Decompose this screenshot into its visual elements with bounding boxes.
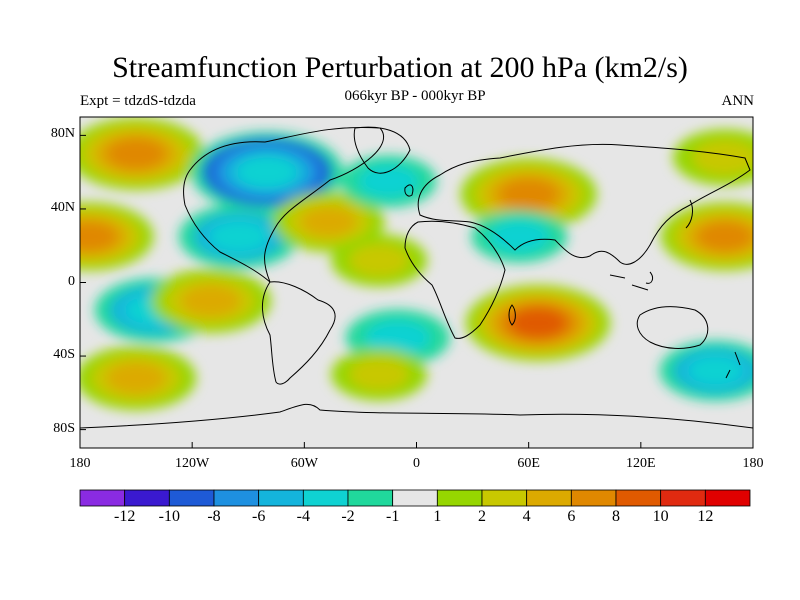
contour-high-north-pacific-level (106, 138, 166, 170)
x-tick-label: 0 (413, 456, 420, 471)
colorbar-label: -6 (251, 508, 266, 525)
x-tick-label: 120W (175, 456, 210, 471)
colorbar-label: 8 (612, 508, 620, 525)
season-label: ANN (721, 93, 755, 109)
colorbar-label: -4 (296, 508, 310, 525)
colorbar-swatch (660, 489, 706, 507)
colorbar-swatch (392, 489, 438, 507)
colorbar-label: -12 (113, 508, 136, 525)
contour-low-southwest-pacific-level (687, 355, 744, 386)
colorbar-label: -10 (158, 508, 180, 525)
y-tick-label: 0 (68, 273, 75, 289)
colorbar-swatch (302, 489, 349, 507)
x-tick-label: 180 (69, 456, 91, 471)
colorbar-label: -2 (341, 508, 355, 525)
colorbar-label: 6 (567, 508, 576, 525)
contour-low-tropical-america-level (208, 220, 269, 253)
contour-low-middle-east-level (489, 220, 550, 253)
colorbar-swatch (436, 489, 483, 507)
y-tick-label: 40S (53, 347, 75, 363)
colorbar-label: 2 (478, 508, 486, 525)
contour-low-south-atlantic-level (365, 320, 431, 356)
colorbar-swatch (213, 489, 260, 507)
colorbar-swatch (168, 489, 215, 507)
colorbar-label: 10 (652, 508, 669, 525)
contour-field (80, 117, 753, 429)
colorbar-swatch (615, 489, 662, 507)
contour-high-south-pacific-level (180, 284, 241, 317)
colorbar-label: 1 (433, 508, 442, 525)
colorbar-label: -8 (207, 508, 221, 525)
colorbar-swatch (258, 489, 304, 507)
x-tick-label: 60W (290, 456, 318, 471)
colorbar-label: 4 (522, 508, 531, 525)
contour-low-north-america-level (236, 156, 298, 189)
colorbar-swatch (570, 489, 617, 507)
contour-high-north-atlantic-level (300, 206, 357, 237)
y-tick-label: 40N (50, 199, 75, 215)
colorbar-swatch (347, 489, 394, 507)
colorbar-swatch (124, 489, 170, 507)
x-tick-label: 120E (626, 456, 656, 471)
colorbar-swatch (704, 489, 751, 507)
contour-low-north-atlantic-level (358, 165, 419, 198)
x-tick-label: 180 (742, 456, 764, 471)
y-tick-label: 80N (50, 126, 75, 142)
experiment-label: Expt = tdzdS-tdzda (80, 93, 196, 109)
period-label: 066kyr BP - 000kyr BP (344, 88, 486, 104)
colorbar-label: -1 (385, 508, 400, 525)
plot-title: Streamfunction Perturbation at 200 hPa (… (112, 51, 688, 84)
colorbar-swatch (79, 489, 126, 507)
contour-high-eurasia-level (498, 178, 559, 210)
coastlines (80, 126, 753, 429)
y-tick-label: 80S (53, 420, 75, 436)
contour-high-indian-ocean-level (509, 307, 567, 339)
colorbar-swatch (526, 489, 572, 507)
contour-high-west-pacific-level (696, 221, 753, 252)
colorbar-swatch (481, 489, 528, 507)
colorbar-label: 12 (697, 508, 714, 525)
contour-high-southern-ocean-level (349, 358, 410, 391)
contour-high-central-pacific-north-level (80, 221, 118, 252)
contour-high-tropical-atlantic-level (349, 244, 410, 277)
contour-high-south-pacific-2-level (106, 362, 167, 395)
contour-high-northeast-pacific-level (692, 139, 753, 175)
x-tick-label: 60E (517, 456, 540, 471)
